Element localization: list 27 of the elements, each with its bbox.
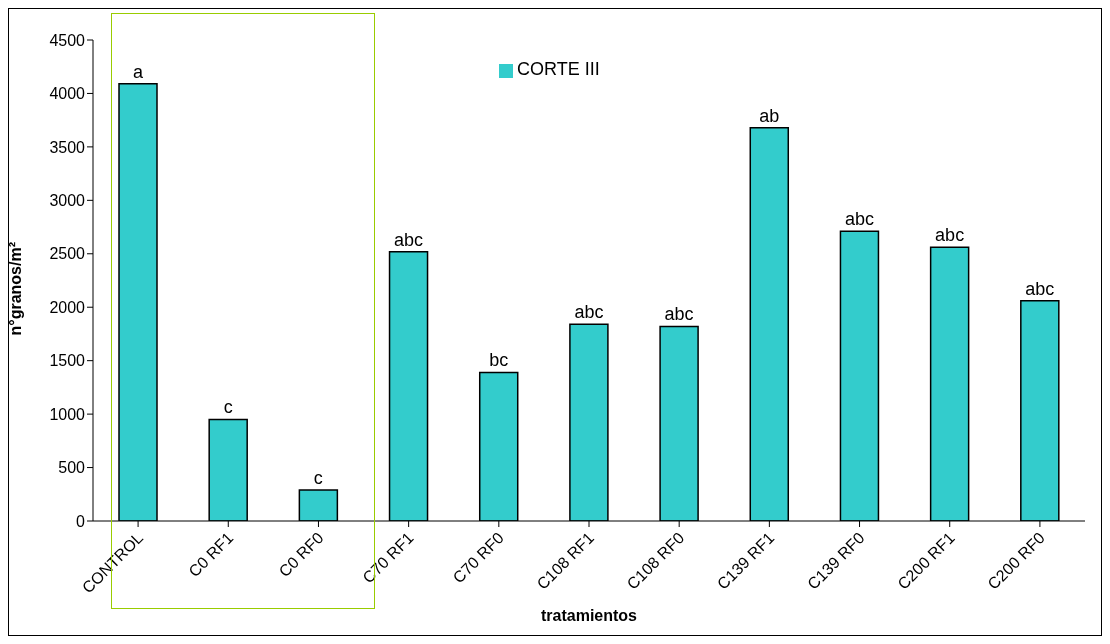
data-label: abc [935,225,965,246]
data-label: abc [664,304,694,325]
x-tick-label: C0 RF0 [275,529,327,581]
y-tick-label: 4000 [49,85,86,103]
data-label: abc [844,209,874,230]
y-tick-label: 4500 [49,31,86,49]
x-tick-label: C0 RF1 [185,529,237,581]
x-axis-title: tratamientos [540,607,638,624]
y-tick-label: 2000 [49,298,86,316]
data-label: abc [574,302,604,323]
y-tick-label: 0 [76,512,86,530]
data-label: c [223,397,233,418]
y-tick-label: 3500 [49,138,86,156]
y-axis-title: n°granos/m² [6,241,24,336]
y-tick-label: 1000 [49,405,86,423]
data-label: abc [1025,278,1055,299]
data-label: abc [394,229,424,250]
y-tick-label: 2500 [49,245,86,263]
x-tick-label: C70 RF0 [449,529,508,587]
data-label: ab [759,105,780,126]
data-label: c [313,468,323,488]
y-tick-label: 3000 [49,192,86,210]
data-label: bc [489,350,509,371]
legend-label: CORTE III [517,59,600,79]
y-tick-label: 500 [58,459,86,477]
y-tick-label: 1500 [49,352,86,370]
data-label: a [132,61,144,82]
